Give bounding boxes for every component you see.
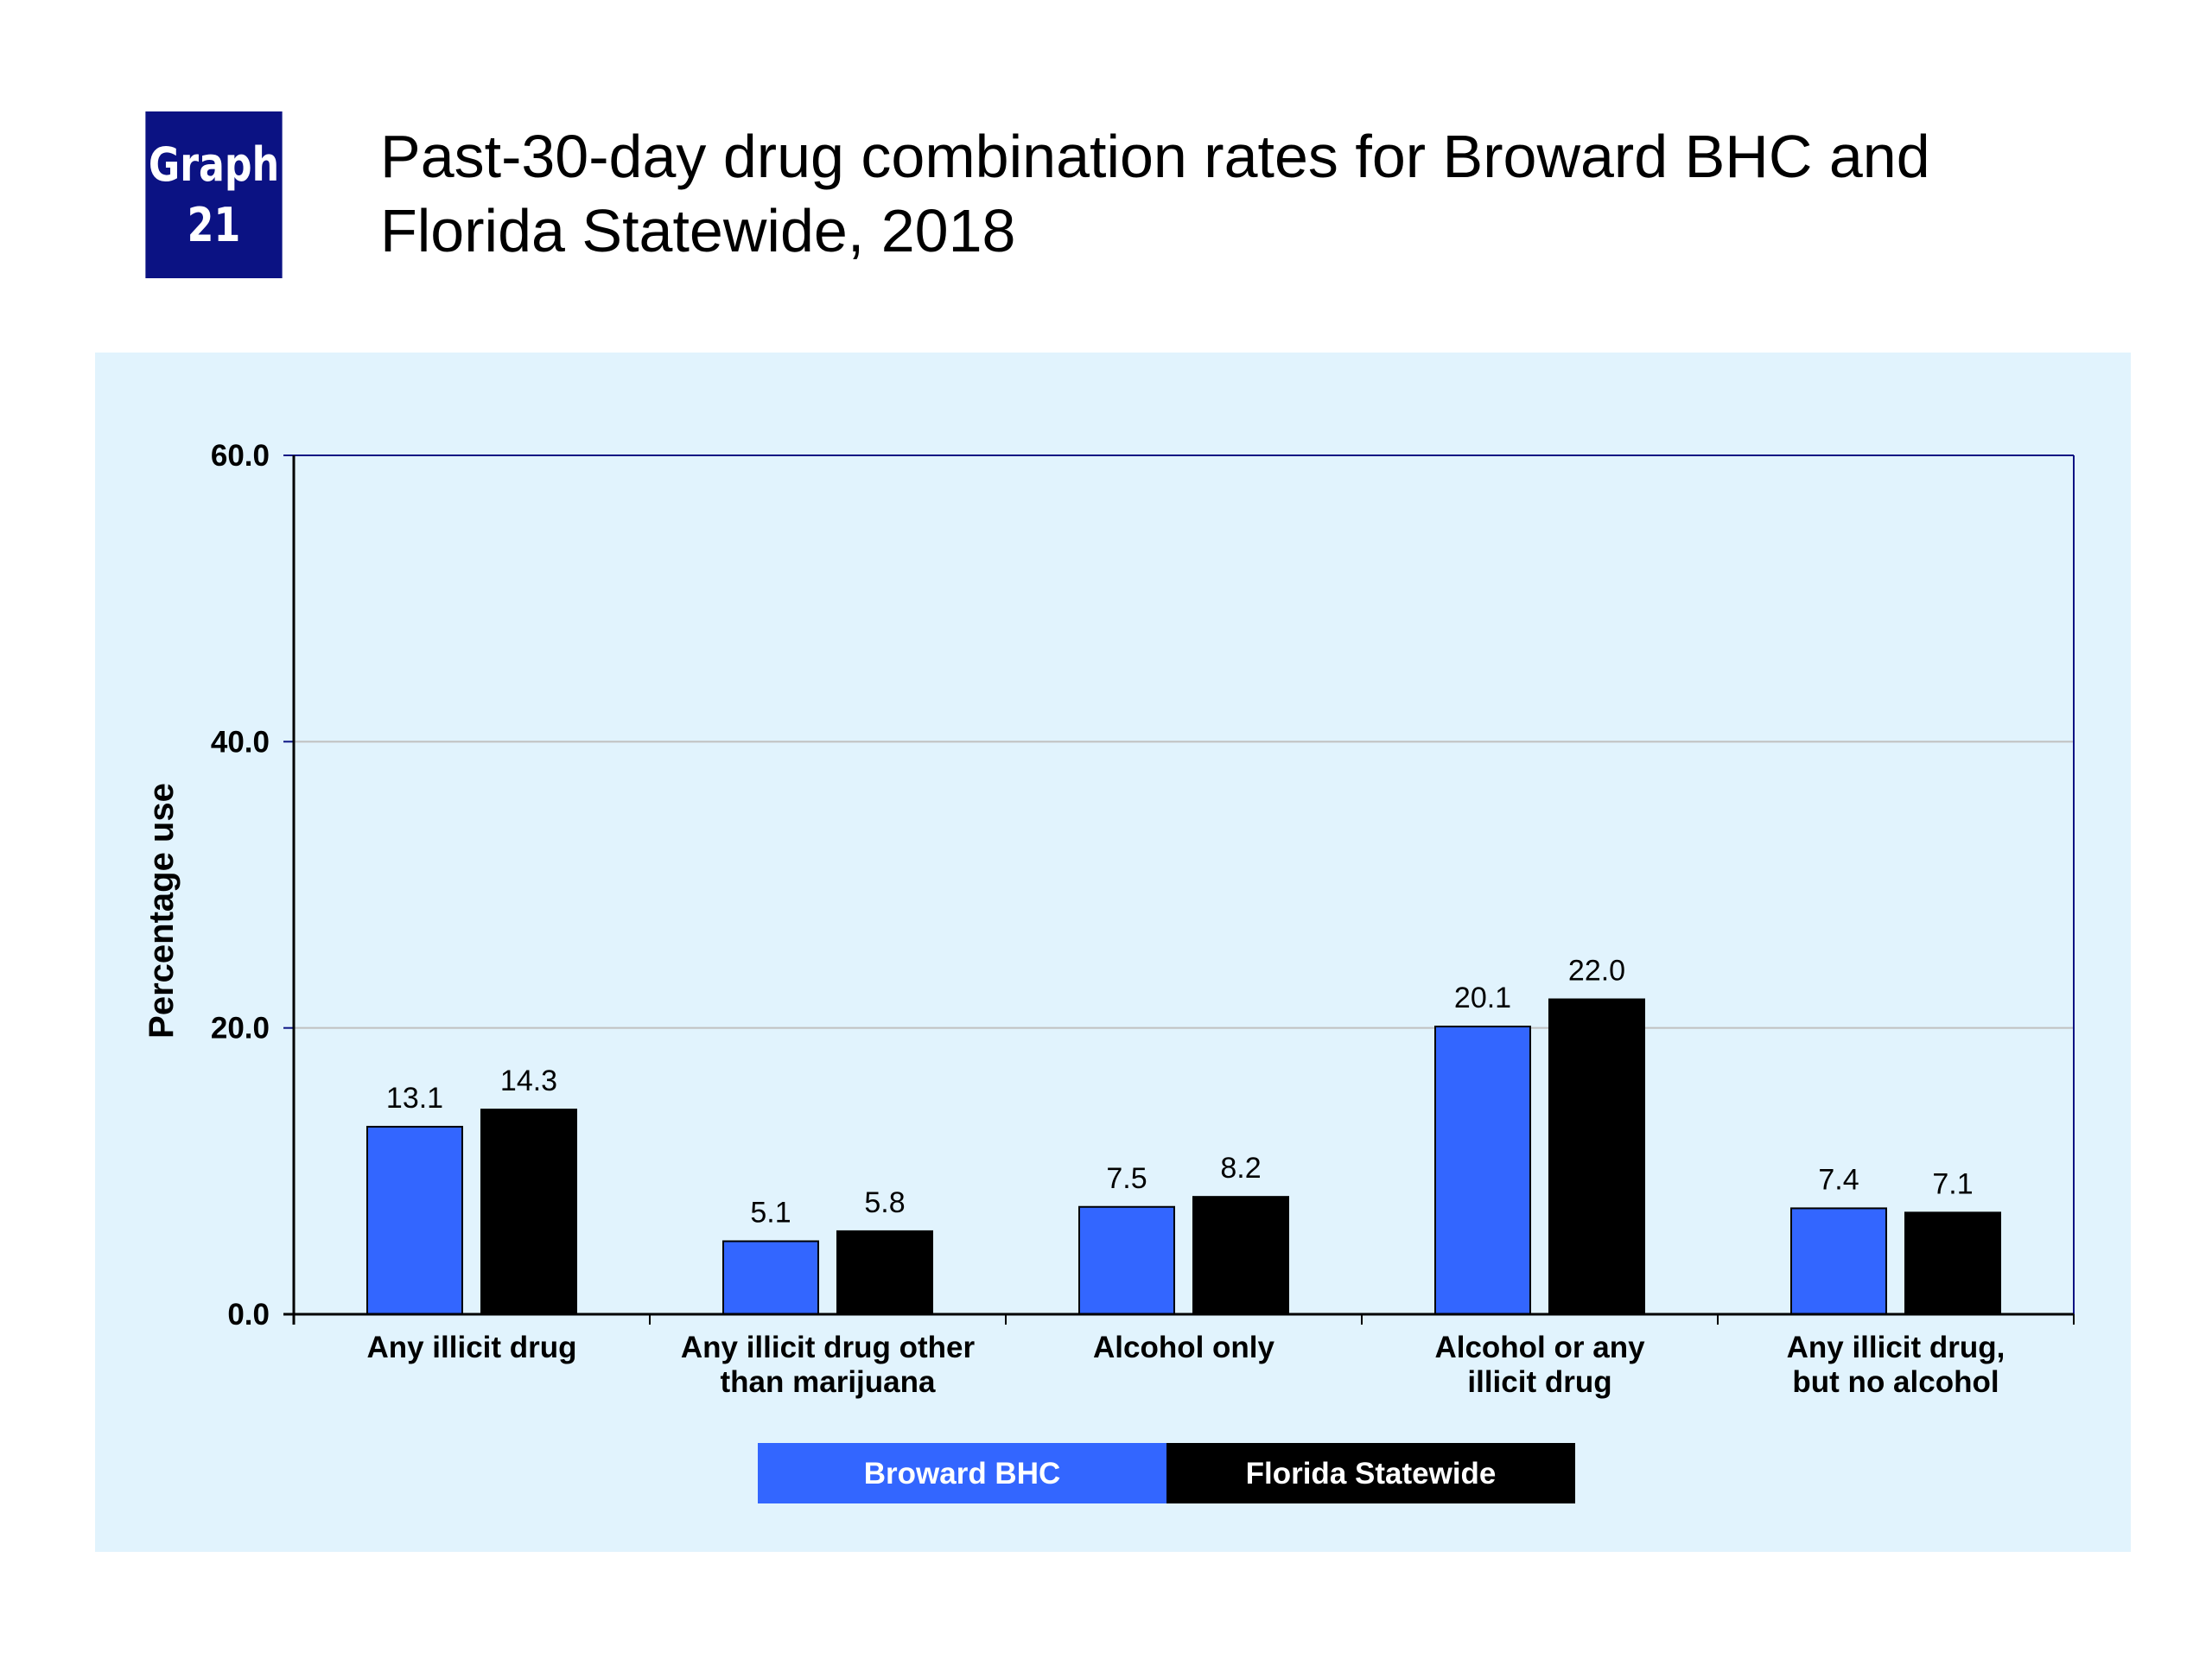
- bar-florida-3: [1548, 998, 1645, 1315]
- bar-broward-2: [1078, 1205, 1175, 1315]
- legend-swatch-florida: [1166, 1443, 1575, 1503]
- x-category-label: than marijuana: [721, 1365, 936, 1399]
- x-category-label: illicit drug: [1467, 1365, 1611, 1399]
- bar-broward-3: [1434, 1026, 1531, 1315]
- bar-florida-2: [1192, 1196, 1289, 1315]
- data-label: 20.1: [1454, 982, 1511, 1014]
- x-category-label: Any illicit drug: [366, 1331, 576, 1364]
- legend-label: Broward BHC: [864, 1457, 1061, 1491]
- x-category-label: Any illicit drug,: [1787, 1331, 2005, 1364]
- bar-broward-1: [722, 1240, 819, 1316]
- data-label: 7.4: [1818, 1163, 1859, 1196]
- data-label: 5.8: [864, 1186, 905, 1219]
- chart-title-line-1: Past-30-day drug combination rates for B…: [380, 123, 1930, 190]
- plot-area: [294, 455, 2074, 1314]
- x-category-label: but no alcohol: [1792, 1365, 1999, 1399]
- x-category-label: Any illicit drug other: [681, 1331, 976, 1364]
- y-tick-label: 40.0: [211, 725, 270, 759]
- graph-number-badge: Graph 21: [145, 111, 283, 278]
- badge-number: 21: [187, 197, 241, 252]
- data-label: 14.3: [500, 1065, 557, 1097]
- data-label: 7.1: [1932, 1167, 1973, 1200]
- bar-florida-4: [1904, 1211, 2001, 1316]
- bar-broward-0: [366, 1125, 463, 1316]
- chart-title-line-2: Florida Statewide, 2018: [380, 197, 1016, 264]
- bar-florida-0: [480, 1109, 577, 1316]
- badge-label: Graph: [148, 137, 280, 192]
- bar-florida-1: [836, 1230, 933, 1315]
- y-tick-label: 0.0: [227, 1298, 270, 1332]
- data-label: 5.1: [750, 1197, 791, 1230]
- x-category-label: Alcohol or any: [1434, 1331, 1645, 1364]
- data-label: 8.2: [1220, 1152, 1261, 1185]
- bar-broward-4: [1790, 1207, 1887, 1315]
- legend-label: Florida Statewide: [1246, 1457, 1497, 1491]
- x-category-label: Alcohol only: [1093, 1331, 1275, 1364]
- data-label: 7.5: [1106, 1162, 1147, 1195]
- data-label: 13.1: [386, 1082, 443, 1115]
- legend-swatch-broward: [758, 1443, 1166, 1503]
- y-axis-label: Percentage use: [143, 783, 181, 1039]
- y-tick-label: 20.0: [211, 1012, 270, 1046]
- chart-title: Past-30-day drug combination rates for B…: [380, 119, 2108, 268]
- data-label: 22.0: [1568, 955, 1625, 988]
- y-tick-label: 60.0: [211, 439, 270, 473]
